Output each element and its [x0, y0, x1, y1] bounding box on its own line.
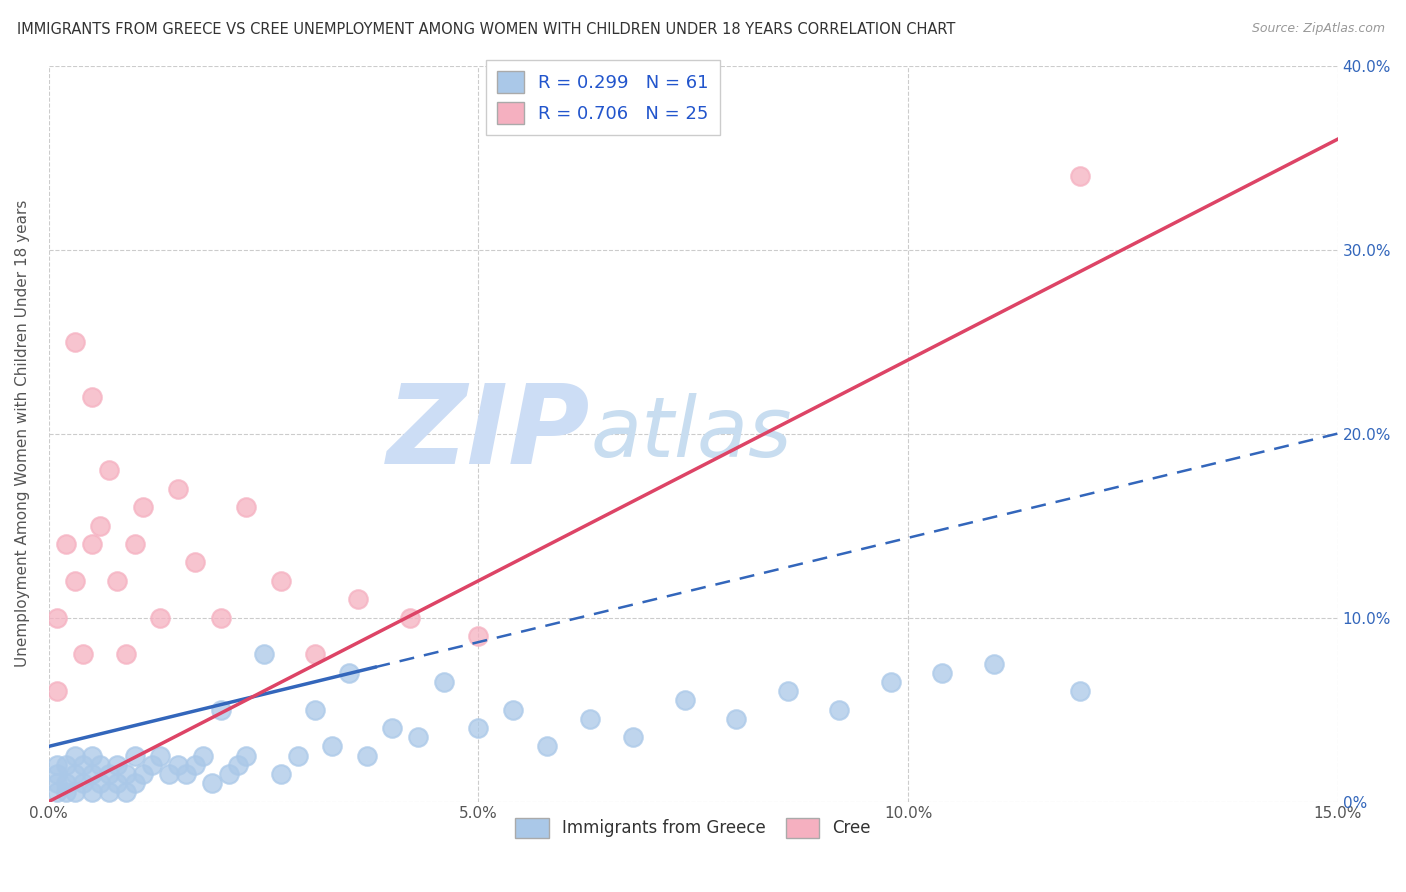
Point [931, 665, 953, 680]
Point [107, 574, 129, 588]
Point [46, 776, 69, 790]
Point [115, 648, 138, 662]
Point [235, 500, 257, 515]
Point [226, 757, 249, 772]
Point [124, 537, 146, 551]
Point [55, 785, 77, 799]
Point [398, 610, 420, 624]
Point [46, 684, 69, 698]
Point [270, 767, 292, 781]
Point [72, 757, 94, 772]
Point [46, 767, 69, 781]
Point [467, 721, 489, 735]
Point [287, 748, 309, 763]
Point [304, 702, 326, 716]
Point [725, 712, 748, 726]
Point [880, 675, 903, 690]
Point [252, 648, 274, 662]
Point [321, 739, 343, 754]
Point [502, 702, 524, 716]
Point [132, 500, 155, 515]
Point [776, 684, 799, 698]
Point [124, 748, 146, 763]
Point [406, 730, 429, 744]
Point [124, 776, 146, 790]
Point [235, 748, 257, 763]
Point [63, 574, 86, 588]
Point [63, 767, 86, 781]
Point [46, 610, 69, 624]
Point [97, 463, 120, 477]
Point [536, 739, 558, 754]
Point [673, 693, 696, 707]
Point [107, 776, 129, 790]
Point [132, 767, 155, 781]
Point [579, 712, 602, 726]
Point [149, 610, 172, 624]
Point [80, 767, 103, 781]
Text: Source: ZipAtlas.com: Source: ZipAtlas.com [1251, 22, 1385, 36]
Point [97, 785, 120, 799]
Legend: Immigrants from Greece, Cree: Immigrants from Greece, Cree [509, 811, 877, 845]
Point [304, 648, 326, 662]
Point [983, 657, 1005, 671]
Point [80, 390, 103, 404]
Point [1069, 169, 1091, 183]
Point [218, 767, 240, 781]
Point [1069, 684, 1091, 698]
Point [89, 757, 111, 772]
Point [115, 785, 138, 799]
Point [270, 574, 292, 588]
Point [46, 785, 69, 799]
Point [55, 757, 77, 772]
Point [209, 610, 232, 624]
Point [97, 767, 120, 781]
Point [339, 665, 361, 680]
Point [621, 730, 644, 744]
Point [828, 702, 851, 716]
Point [63, 785, 86, 799]
Point [166, 482, 188, 496]
Point [166, 757, 188, 772]
Point [433, 675, 456, 690]
Point [115, 767, 138, 781]
Point [467, 629, 489, 643]
Text: atlas: atlas [591, 393, 792, 474]
Point [184, 555, 207, 569]
Point [63, 334, 86, 349]
Point [141, 757, 163, 772]
Point [193, 748, 215, 763]
Point [381, 721, 404, 735]
Point [107, 757, 129, 772]
Point [149, 748, 172, 763]
Point [72, 776, 94, 790]
Point [63, 748, 86, 763]
Text: IMMIGRANTS FROM GREECE VS CREE UNEMPLOYMENT AMONG WOMEN WITH CHILDREN UNDER 18 Y: IMMIGRANTS FROM GREECE VS CREE UNEMPLOYM… [17, 22, 955, 37]
Point [55, 537, 77, 551]
Point [55, 776, 77, 790]
Y-axis label: Unemployment Among Women with Children Under 18 years: Unemployment Among Women with Children U… [15, 200, 30, 667]
Point [201, 776, 224, 790]
Point [89, 776, 111, 790]
Point [46, 757, 69, 772]
Point [80, 537, 103, 551]
Point [347, 592, 370, 607]
Point [209, 702, 232, 716]
Point [89, 518, 111, 533]
Point [72, 648, 94, 662]
Point [356, 748, 378, 763]
Point [80, 748, 103, 763]
Text: ZIP: ZIP [387, 380, 591, 487]
Point [174, 767, 197, 781]
Point [157, 767, 180, 781]
Point [80, 785, 103, 799]
Point [184, 757, 207, 772]
